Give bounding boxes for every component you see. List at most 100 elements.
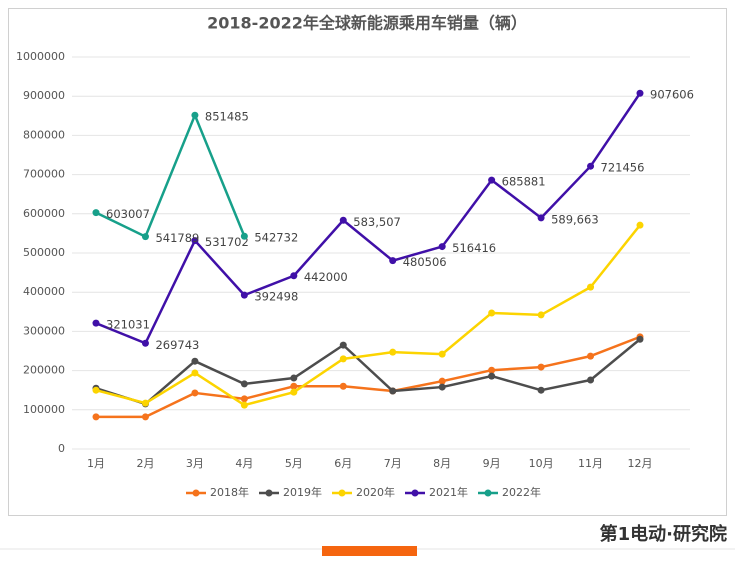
legend-dot [484, 489, 492, 497]
point [141, 339, 149, 347]
point [488, 309, 496, 317]
point [240, 380, 248, 388]
series-line [95, 338, 641, 406]
point [141, 413, 149, 421]
y-tick-label: 900000 [23, 89, 65, 102]
point [92, 209, 100, 217]
legend-dot [192, 489, 200, 497]
chart-title: 2018-2022年全球新能源乘用车销量（辆） [207, 14, 527, 33]
point [339, 216, 347, 224]
point [240, 291, 248, 299]
data-label: 442000 [304, 270, 348, 284]
data-label: 603007 [106, 207, 150, 221]
point [339, 355, 347, 363]
point [240, 232, 248, 240]
point [438, 383, 446, 391]
point [537, 311, 545, 319]
x-tick-label: 8月 [433, 457, 451, 470]
data-label: 851485 [205, 110, 249, 124]
x-tick-label: 5月 [285, 457, 303, 470]
point [636, 89, 644, 97]
point [636, 335, 644, 343]
point [537, 386, 545, 394]
point [290, 374, 298, 382]
point [438, 377, 446, 385]
point [636, 221, 644, 229]
y-tick-label: 300000 [23, 324, 65, 337]
data-label: 541789 [155, 231, 199, 245]
x-tick-label: 12月 [628, 457, 653, 470]
data-label: 269743 [155, 338, 199, 352]
data-label: 589,663 [551, 212, 599, 226]
footer-brand: 第1电动·研究院 [600, 523, 727, 545]
legend-label: 2022年 [502, 485, 541, 499]
point [537, 363, 545, 371]
footer-accent [322, 546, 417, 556]
point [92, 386, 100, 394]
y-tick-label: 700000 [23, 168, 65, 181]
point [587, 376, 595, 384]
y-tick-label: 600000 [23, 207, 65, 220]
legend-dot [411, 489, 419, 497]
x-tick-label: 10月 [529, 457, 554, 470]
point [339, 382, 347, 390]
data-label: 392498 [254, 290, 298, 304]
series-line [96, 335, 641, 419]
y-tick-label: 100000 [23, 403, 65, 416]
data-label: 531702 [205, 235, 249, 249]
chart-frame [8, 8, 727, 516]
point [587, 283, 595, 291]
point [290, 272, 298, 280]
y-tick-label: 400000 [23, 285, 65, 298]
point [191, 111, 199, 119]
data-label: 516416 [452, 241, 496, 255]
point [191, 237, 199, 245]
point [438, 350, 446, 358]
x-tick-label: 2月 [136, 457, 154, 470]
y-tick-label: 1000000 [16, 50, 65, 63]
legend-dot [265, 489, 273, 497]
point [587, 162, 595, 170]
series-line [95, 92, 642, 345]
point [141, 233, 149, 241]
point [488, 366, 496, 374]
y-tick-label: 200000 [23, 364, 65, 377]
legend-label: 2019年 [283, 485, 322, 499]
point [488, 176, 496, 184]
point [191, 369, 199, 377]
point [389, 387, 397, 395]
y-tick-label: 500000 [23, 246, 65, 259]
data-label: 542732 [254, 231, 298, 245]
data-label: 480506 [403, 255, 447, 269]
data-label: 907606 [650, 88, 694, 102]
x-tick-label: 1月 [87, 457, 105, 470]
y-tick-label: 800000 [23, 128, 65, 141]
data-label: 721456 [601, 161, 645, 175]
x-tick-label: 3月 [186, 457, 204, 470]
x-tick-label: 9月 [483, 457, 501, 470]
legend-dot [338, 489, 346, 497]
x-tick-label: 4月 [235, 457, 253, 470]
point [389, 348, 397, 356]
y-tick-label: 0 [58, 442, 65, 455]
data-label: 321031 [106, 318, 150, 332]
point [141, 399, 149, 407]
point [191, 357, 199, 365]
series-line [95, 113, 246, 238]
data-label: 583,507 [353, 215, 401, 229]
point [92, 413, 100, 421]
point [92, 319, 100, 327]
point [389, 257, 397, 265]
legend-label: 2020年 [356, 485, 395, 499]
x-tick-label: 7月 [384, 457, 402, 470]
data-label: 685881 [502, 175, 546, 189]
x-tick-label: 6月 [334, 457, 352, 470]
point [290, 382, 298, 390]
point [537, 214, 545, 222]
point [488, 372, 496, 380]
point [290, 388, 298, 396]
point [240, 395, 248, 403]
point [438, 243, 446, 251]
legend-label: 2021年 [429, 485, 468, 499]
